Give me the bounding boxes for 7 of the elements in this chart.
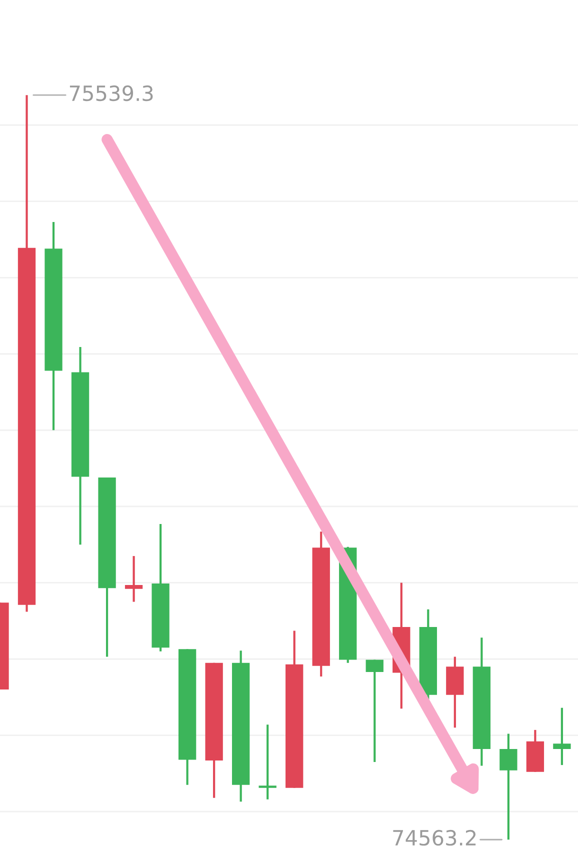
annotation: 75539.3 xyxy=(70,85,153,102)
candlestick xyxy=(553,706,571,766)
candlestick xyxy=(124,554,143,603)
candlestick xyxy=(366,658,384,764)
annotation: 74563.2 xyxy=(393,830,476,846)
candlestick xyxy=(258,724,276,800)
candlestick xyxy=(500,732,518,841)
